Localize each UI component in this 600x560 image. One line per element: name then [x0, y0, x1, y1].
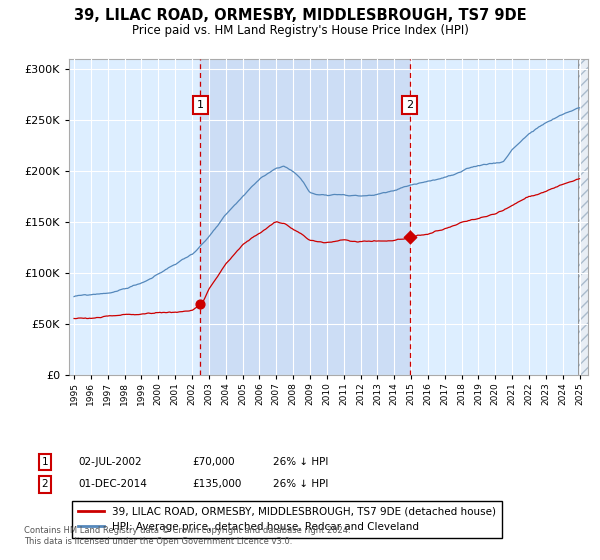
Text: 2: 2 — [41, 479, 49, 489]
Bar — [200, 59, 410, 375]
Text: 26% ↓ HPI: 26% ↓ HPI — [273, 457, 328, 467]
Bar — [578, 59, 588, 375]
Text: Contains HM Land Registry data © Crown copyright and database right 2024.
This d: Contains HM Land Registry data © Crown c… — [24, 526, 350, 546]
Text: 39, LILAC ROAD, ORMESBY, MIDDLESBROUGH, TS7 9DE: 39, LILAC ROAD, ORMESBY, MIDDLESBROUGH, … — [74, 8, 526, 24]
Text: 01-DEC-2014: 01-DEC-2014 — [78, 479, 147, 489]
Text: Price paid vs. HM Land Registry's House Price Index (HPI): Price paid vs. HM Land Registry's House … — [131, 24, 469, 36]
Text: £135,000: £135,000 — [192, 479, 241, 489]
Legend: 39, LILAC ROAD, ORMESBY, MIDDLESBROUGH, TS7 9DE (detached house), HPI: Average p: 39, LILAC ROAD, ORMESBY, MIDDLESBROUGH, … — [71, 501, 502, 538]
Point — [196, 299, 205, 308]
Point — [405, 233, 415, 242]
Text: 2: 2 — [406, 100, 413, 110]
Text: 26% ↓ HPI: 26% ↓ HPI — [273, 479, 328, 489]
Bar — [578, 59, 588, 375]
Text: £70,000: £70,000 — [192, 457, 235, 467]
Text: 1: 1 — [41, 457, 49, 467]
Text: 02-JUL-2002: 02-JUL-2002 — [78, 457, 142, 467]
Text: 1: 1 — [197, 100, 204, 110]
